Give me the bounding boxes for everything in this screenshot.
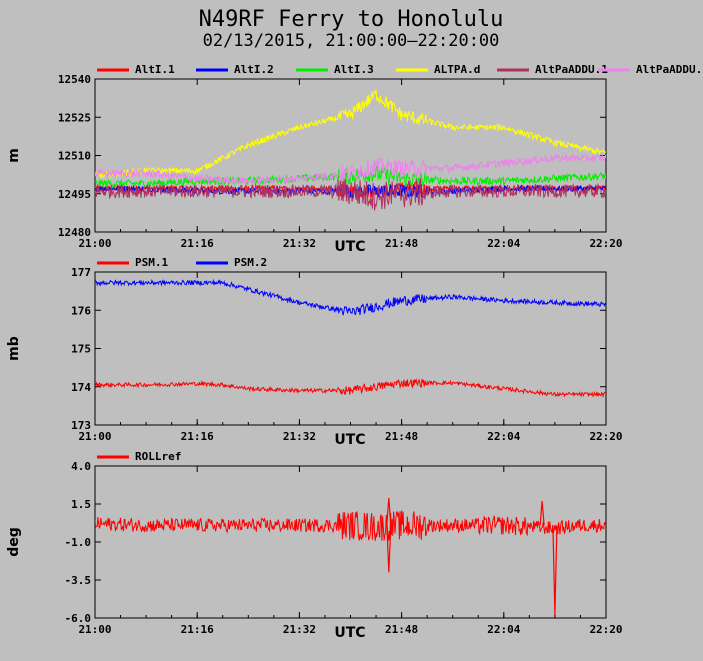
legend-label: PSM.1 [135, 256, 168, 269]
legend-label: AltI.3 [334, 63, 374, 76]
x-axis-label: UTC [334, 239, 365, 255]
chart-panel-3: 4.0 1.5 -1.0 -3.5 -6.021:00 21:16 21:32 21:48 22… [6, 450, 623, 641]
y-tick-label: 177 [71, 266, 91, 279]
y-tick-label: 1.5 [71, 498, 91, 511]
x-tick-label: 21:00 [78, 237, 111, 250]
x-tick-label: 21:48 [385, 430, 418, 443]
y-tick-label: 175 [71, 343, 91, 356]
x-tick-label: 22:20 [589, 623, 622, 636]
chart-title: N49RF Ferry to Honolulu [199, 7, 504, 32]
legend-label: ALTPA.d [434, 63, 480, 76]
y-tick-label: 12480 [58, 226, 91, 239]
spike-mark [386, 497, 392, 526]
legend-label: AltPaADDU. [636, 63, 702, 76]
series-line [95, 510, 606, 541]
x-tick-label: 22:04 [487, 237, 520, 250]
plot-frame [94, 465, 607, 619]
y-axis-label: mb [6, 336, 22, 361]
y-tick-label: 176 [71, 304, 91, 317]
series-line [95, 153, 606, 185]
x-axis-label: UTC [334, 625, 365, 641]
x-tick-label: 21:32 [283, 430, 316, 443]
spike-mark [386, 525, 392, 573]
x-tick-label: 21:00 [78, 430, 111, 443]
series-line [95, 89, 606, 179]
y-tick-label: 173 [71, 419, 91, 432]
y-tick-label: -6.0 [65, 612, 92, 625]
x-tick-label: 21:32 [283, 237, 316, 250]
x-tick-label: 21:16 [181, 623, 214, 636]
y-tick-label: -3.5 [65, 574, 92, 587]
y-tick-label: -1.0 [65, 536, 92, 549]
x-tick-label: 21:16 [181, 430, 214, 443]
y-tick-label: 12495 [58, 188, 91, 201]
plot-frame [94, 78, 607, 233]
x-tick-label: 21:48 [385, 623, 418, 636]
plot-frame [94, 271, 607, 426]
x-tick-label: 22:20 [589, 237, 622, 250]
legend-label: AltPaADDU.1 [535, 63, 608, 76]
x-tick-label: 21:00 [78, 623, 111, 636]
x-tick-label: 22:04 [487, 430, 520, 443]
spike-mark [539, 500, 545, 526]
chart-subtitle: 02/13/2015, 21:00:00–22:20:00 [203, 31, 500, 51]
y-axis-label: m [6, 148, 22, 163]
legend-label: AltI.2 [234, 63, 274, 76]
spike-mark [552, 525, 558, 615]
y-axis-label: deg [6, 527, 22, 557]
series-line [95, 377, 606, 398]
x-tick-label: 21:16 [181, 237, 214, 250]
x-tick-label: 22:04 [487, 623, 520, 636]
series-line [95, 278, 606, 316]
y-tick-label: 4.0 [71, 460, 91, 473]
y-tick-label: 12540 [58, 73, 91, 86]
y-tick-label: 12510 [58, 150, 91, 163]
legend-label: PSM.2 [234, 256, 267, 269]
series-line [95, 177, 606, 211]
x-axis-label: UTC [334, 432, 365, 448]
legend-label: ROLLref [135, 450, 181, 463]
x-tick-label: 22:20 [589, 430, 622, 443]
y-tick-label: 12525 [58, 111, 91, 124]
x-tick-label: 21:48 [385, 237, 418, 250]
y-tick-label: 174 [71, 381, 91, 394]
legend-label: AltI.1 [135, 63, 175, 76]
x-tick-label: 21:32 [283, 623, 316, 636]
